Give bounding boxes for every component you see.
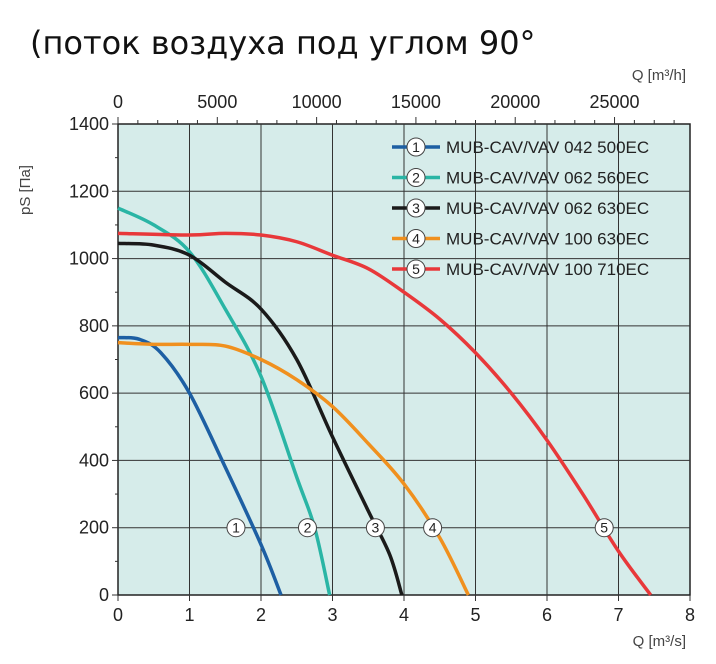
legend-marker-label: 4 [412, 231, 420, 247]
x-tick-label: 6 [542, 605, 552, 625]
legend-entry: MUB-CAV/VAV 062 630EC [446, 199, 649, 218]
y-tick-label: 600 [79, 383, 109, 403]
curve-marker-5 [594, 518, 614, 538]
legend-entry: MUB-CAV/VAV 100 630EC [446, 230, 649, 249]
x-tick-label: 0 [113, 605, 123, 625]
y-tick-label: 800 [79, 316, 109, 336]
x-tick-label: 3 [327, 605, 337, 625]
legend-marker [406, 229, 426, 248]
legend-marker [406, 168, 426, 187]
x2-axis-label: Q [m³/h] [632, 67, 686, 84]
curve-marker-2 [297, 518, 317, 538]
curve-marker-label: 3 [372, 520, 380, 536]
legend-marker [406, 137, 426, 157]
curve-4 [117, 340, 470, 596]
y-tick-label: 1200 [69, 181, 109, 201]
curve-5 [117, 231, 653, 597]
y-tick-label: 1000 [69, 249, 109, 269]
x2-tick-label: 5000 [197, 92, 237, 112]
x-tick-label: 5 [470, 605, 480, 625]
x2-tick-label: 20000 [490, 92, 540, 112]
x-tick-label: 8 [685, 605, 695, 625]
curve-marker-4 [423, 518, 443, 538]
x-tick-label: 7 [613, 605, 623, 625]
legend-marker [406, 259, 426, 279]
heading: (поток воздуха под углом 90° [30, 24, 536, 62]
legend-marker-label: 1 [412, 139, 420, 155]
curve-marker-1 [226, 518, 246, 538]
x-tick-label: 2 [256, 605, 266, 625]
y-tick-label: 200 [79, 518, 109, 538]
y-axis-label: pS [Па] [17, 165, 34, 215]
legend-marker [406, 198, 426, 218]
curve-marker-label: 1 [232, 520, 240, 536]
x2-tick-label: 10000 [292, 92, 342, 112]
legend-marker-label: 5 [412, 261, 420, 277]
curve-marker-3 [365, 518, 385, 538]
x-axis-label: Q [m³/s] [633, 633, 686, 650]
y-tick-label: 0 [99, 585, 109, 605]
legend-entry: MUB-CAV/VAV 062 560EC [446, 169, 649, 188]
legend-marker-label: 3 [412, 200, 420, 216]
y-tick-label: 400 [79, 450, 109, 470]
x-tick-label: 1 [184, 605, 194, 625]
legend-marker-label: 2 [412, 170, 420, 186]
legend-entry: MUB-CAV/VAV 100 710EC [446, 260, 649, 279]
legend-entry: MUB-CAV/VAV 042 500EC [446, 138, 649, 157]
curve-marker-label: 4 [429, 520, 437, 536]
x-tick-label: 4 [399, 605, 409, 625]
x2-tick-label: 0 [113, 92, 123, 112]
curve-1 [117, 335, 283, 596]
x2-tick-label: 15000 [391, 92, 441, 112]
y-tick-label: 1400 [69, 114, 109, 134]
x2-tick-label: 25000 [589, 92, 639, 112]
curve-marker-label: 2 [304, 520, 312, 536]
curve-marker-label: 5 [600, 520, 608, 536]
